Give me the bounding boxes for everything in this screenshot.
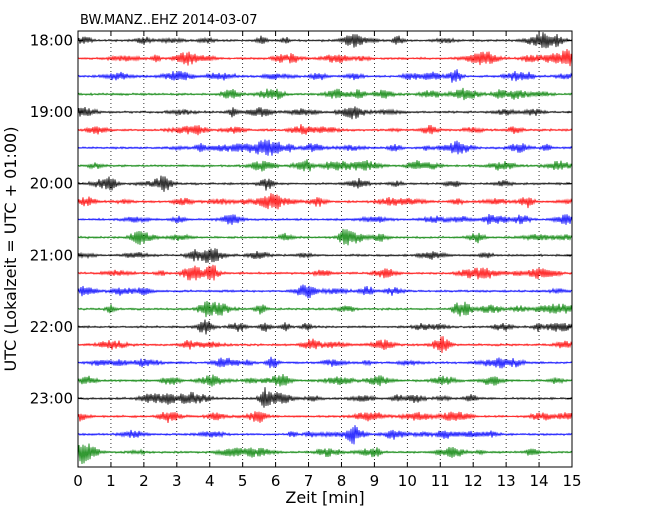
trace-line (77, 228, 573, 246)
trace-line (77, 214, 573, 225)
trace-line (77, 106, 573, 120)
x-tick-label: 1 (106, 472, 116, 490)
y-tick-label: 23:00 (30, 390, 73, 408)
trace-line (77, 69, 573, 83)
y-tick-label: 19:00 (30, 103, 73, 121)
y-tick-label: 22:00 (30, 318, 73, 336)
x-axis: 0 1 2 3 4 5 6 7 8 9 10 11 12 13 14 15 (73, 31, 582, 490)
y-tick-label: 21:00 (30, 246, 73, 264)
x-tick-label: 13 (497, 472, 516, 490)
trace-line (77, 425, 573, 445)
x-tick-label: 4 (205, 472, 215, 490)
y-tick-label: 20:00 (30, 175, 73, 193)
x-axis-label: Zeit [min] (285, 488, 364, 507)
x-tick-label: 5 (238, 472, 248, 490)
y-tick-label: 18:00 (30, 32, 73, 50)
trace-line (77, 336, 573, 354)
x-tick-label: 8 (337, 472, 347, 490)
trace-line (77, 374, 573, 387)
x-tick-label: 10 (398, 472, 417, 490)
seismic-traces (77, 32, 573, 464)
y-axis-label: UTC (Lokalzeit = UTC + 01:00) (1, 127, 20, 372)
trace-line (77, 159, 573, 172)
trace-line (77, 248, 573, 263)
x-tick-label: 6 (271, 472, 281, 490)
x-tick-label: 2 (139, 472, 149, 490)
x-tick-label: 11 (431, 472, 450, 490)
x-tick-label: 3 (172, 472, 182, 490)
trace-line (77, 387, 573, 408)
trace-line (77, 411, 573, 423)
y-axis: 18:00 19:00 20:00 21:00 22:00 23:00 (30, 32, 572, 408)
x-tick-label: 15 (562, 472, 581, 490)
trace-line (77, 264, 573, 281)
plot-frame (77, 30, 573, 468)
chart-title: BW.MANZ..EHZ 2014-03-07 (80, 13, 258, 28)
trace-line (77, 356, 573, 369)
trace-line (77, 284, 573, 299)
x-tick-label: 0 (73, 472, 83, 490)
trace-line (77, 49, 573, 67)
x-tick-label: 9 (370, 472, 380, 490)
trace-line (77, 175, 573, 192)
trace-line (77, 319, 573, 335)
trace-line (77, 87, 573, 101)
x-tick-label: 7 (304, 472, 314, 490)
plot-background (78, 31, 572, 467)
trace-line (77, 193, 573, 210)
trace-line (77, 139, 573, 156)
trace-line (77, 300, 573, 318)
x-tick-label: 14 (530, 472, 549, 490)
trace-line (77, 32, 573, 49)
trace-line (77, 124, 573, 136)
grid (110, 31, 540, 467)
trace-line (77, 443, 573, 464)
x-tick-label: 12 (464, 472, 483, 490)
